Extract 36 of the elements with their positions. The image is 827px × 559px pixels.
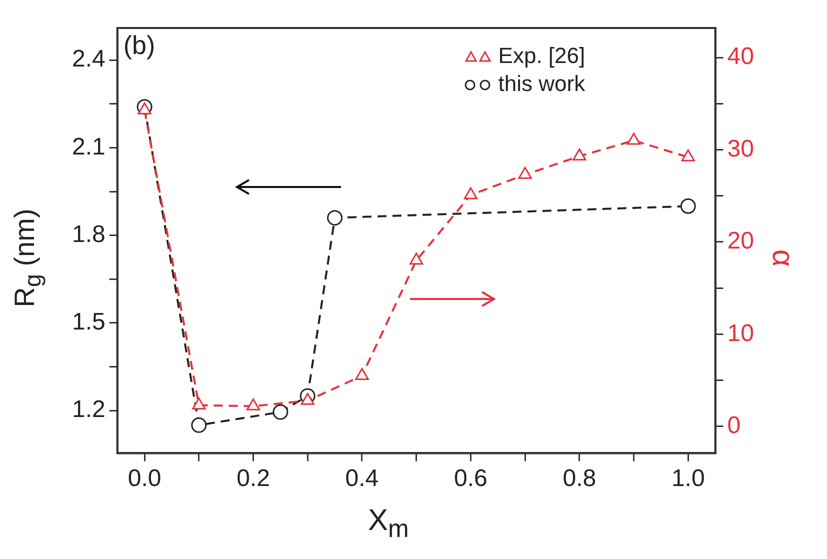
y-tick-label: 2.4 [72, 46, 106, 73]
legend-label: this work [498, 70, 586, 98]
point [518, 166, 532, 179]
y-tick-label: 2.1 [72, 133, 106, 160]
annotation: (b) [123, 30, 156, 60]
point [300, 392, 314, 405]
y-tick-label: 1.8 [72, 220, 106, 248]
point [138, 102, 152, 114]
point [272, 404, 288, 420]
point [191, 417, 207, 433]
x-tick-label: 0.4 [345, 465, 379, 492]
point [355, 368, 369, 380]
x-axis-title: X$_{m}$ [368, 504, 409, 544]
x-tick-label: 0.8 [562, 465, 596, 492]
x-tick-label: 0.2 [236, 465, 270, 492]
x-tick-label: 0.6 [454, 465, 488, 492]
legend-label: Exp. [26] [498, 42, 586, 70]
y2-tick-label: 0 [727, 412, 741, 440]
y2-tick-label: 20 [727, 228, 754, 255]
x-tick-label: 0.0 [128, 465, 162, 492]
y-tick-label: 1.2 [72, 396, 106, 424]
y2-axis-title: α [765, 248, 800, 269]
point [681, 149, 695, 162]
point [327, 210, 343, 226]
point [626, 132, 641, 145]
point [680, 198, 696, 214]
y2-tick-label: 30 [727, 135, 754, 162]
y2-tick-label: 40 [727, 43, 754, 70]
point [464, 187, 478, 200]
point [192, 397, 206, 410]
point [572, 148, 586, 160]
point [246, 398, 260, 410]
y-tick-label: 1.5 [72, 308, 106, 336]
y2-tick-label: 10 [727, 320, 754, 347]
point [410, 252, 424, 265]
x-tick-label: 1.0 [671, 465, 705, 492]
